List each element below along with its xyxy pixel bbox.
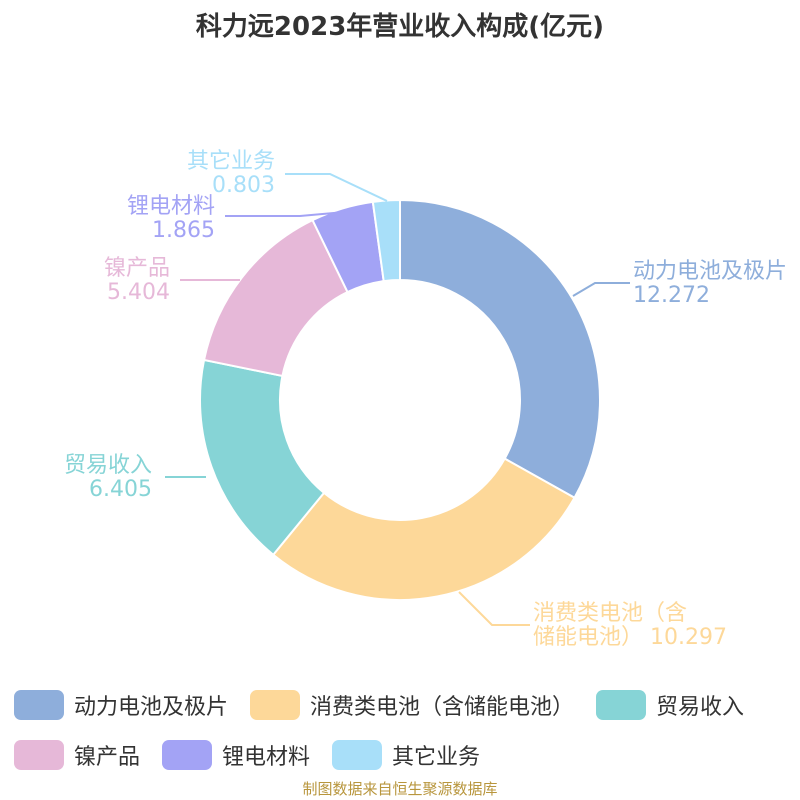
legend-swatch: [14, 740, 64, 770]
legend-swatch: [596, 690, 647, 720]
slice-value-label: 0.803: [212, 173, 275, 198]
legend-swatch: [162, 740, 213, 770]
leader-line: [225, 211, 346, 217]
source-note: 制图数据来自恒生聚源数据库: [302, 780, 498, 798]
legend-item[interactable]: 贸易收入: [596, 689, 744, 721]
legend-swatch: [14, 690, 64, 720]
legend-row-1: 动力电池及极片 消费类电池（含储能电池） 贸易收入: [14, 686, 800, 724]
leader-line: [285, 173, 388, 202]
slice-name-label: 消费类电池（含: [533, 601, 687, 626]
legend-item[interactable]: 消费类电池（含储能电池）: [250, 689, 574, 721]
donut-slice[interactable]: [271, 457, 576, 601]
slice-value-label: 12.272: [633, 283, 710, 308]
legend-item[interactable]: 镍产品: [14, 739, 140, 771]
slice-name-label: 锂电材料: [127, 194, 215, 219]
slice-value-label: 1.865: [152, 218, 215, 243]
chart-title: 科力远2023年营业收入构成(亿元): [195, 12, 605, 42]
legend-label: 动力电池及极片: [74, 695, 229, 720]
legend-item[interactable]: 动力电池及极片: [14, 689, 228, 721]
slice-name-label: 镍产品: [104, 256, 170, 281]
slice-name-label: 动力电池及极片: [633, 259, 787, 284]
legend-item[interactable]: 锂电材料: [162, 739, 310, 771]
legend-item[interactable]: 其它业务: [332, 739, 480, 771]
legend-label: 镍产品: [74, 745, 141, 770]
legend-label: 锂电材料: [222, 745, 311, 770]
legend-row-2: 镍产品 锂电材料 其它业务: [14, 736, 800, 774]
chart-legend: 动力电池及极片 消费类电池（含储能电池） 贸易收入 镍产品 锂电材料 其它业务: [14, 686, 800, 786]
legend-swatch: [332, 740, 383, 770]
legend-label: 贸易收入: [656, 695, 745, 720]
leader-line: [572, 282, 630, 297]
legend-swatch: [250, 690, 301, 720]
donut-slice[interactable]: [371, 198, 401, 283]
slice-value-label: 储能电池） 10.297: [533, 625, 727, 650]
legend-label: 消费类电池（含储能电池）: [310, 695, 575, 720]
donut-slice[interactable]: [399, 198, 601, 500]
slice-value-label: 6.405: [89, 477, 152, 502]
leader-line: [458, 591, 530, 626]
slice-name-label: 贸易收入: [64, 453, 152, 478]
slice-value-label: 5.404: [107, 280, 170, 305]
slice-name-label: 其它业务: [187, 149, 275, 174]
legend-label: 其它业务: [392, 745, 481, 770]
